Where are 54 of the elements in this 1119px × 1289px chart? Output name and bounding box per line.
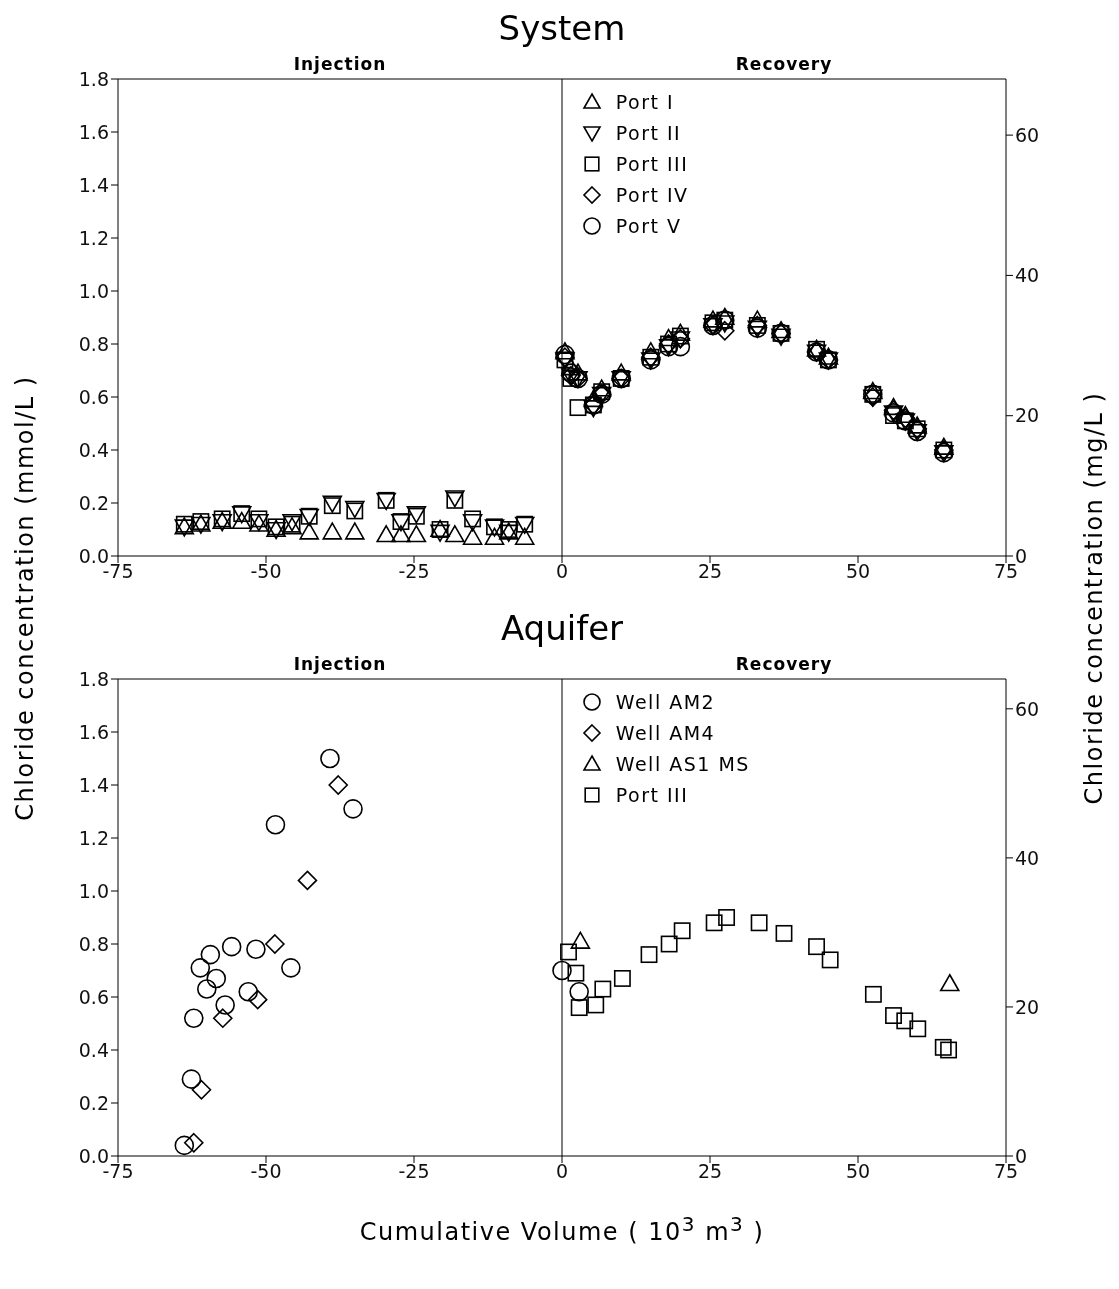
y-tick-label: 1.2 — [78, 226, 109, 249]
legend-label: Well AM4 — [615, 721, 716, 744]
y2-axis-title: Chloride concentration (mg/L ) — [1080, 391, 1109, 805]
y2-tick-label: 60 — [1015, 123, 1040, 146]
x-tick-label: 0 — [555, 560, 569, 583]
x-tick-label: 25 — [697, 560, 723, 583]
legend-label: Port IV — [615, 183, 689, 206]
x-tick-label: -25 — [398, 1160, 430, 1183]
y2-tick-label: 60 — [1015, 697, 1040, 720]
x-tick-label: 0 — [555, 1160, 569, 1183]
y-tick-label: 1.4 — [78, 173, 109, 196]
y-tick-label: 1.4 — [78, 773, 109, 796]
y-axis-title: Chloride concentration (mmol/L ) — [11, 375, 40, 821]
x-tick-label: 25 — [697, 1160, 723, 1183]
x-axis-title: Cumulative Volume ( 10$^{3}$ m$^{3}$ ) — [358, 1212, 766, 1246]
x-tick-label: 50 — [845, 1160, 871, 1183]
y-tick-label: 0.8 — [78, 932, 109, 955]
legend-label: Well AS1 MS — [615, 752, 750, 775]
y2-tick-label: 40 — [1015, 846, 1040, 869]
y-tick-label: 0.6 — [78, 385, 109, 408]
x-tick-label: 50 — [845, 560, 871, 583]
x-tick-label: -50 — [250, 560, 282, 583]
legend-label: Port III — [615, 152, 689, 175]
y2-tick-label: 0 — [1015, 1144, 1028, 1167]
legend-label: Port III — [615, 783, 689, 806]
legend-label: Port V — [615, 214, 682, 237]
legend-label: Port I — [615, 90, 675, 113]
y2-tick-label: 20 — [1015, 404, 1040, 427]
y-tick-label: 0.2 — [78, 1091, 109, 1114]
y-tick-label: 0.4 — [78, 1038, 109, 1061]
y2-tick-label: 0 — [1015, 544, 1028, 567]
chart-title: System — [497, 8, 627, 48]
y-tick-label: 1.8 — [78, 667, 109, 690]
text: Injection — [292, 54, 388, 74]
text: Recovery — [734, 54, 834, 74]
y-tick-label: 1.0 — [78, 879, 109, 902]
text: Injection — [292, 654, 388, 674]
y-tick-label: 0.2 — [78, 491, 109, 514]
y-tick-label: 0.6 — [78, 985, 109, 1008]
y-tick-label: 0.4 — [78, 438, 109, 461]
y-tick-label: 1.6 — [78, 720, 109, 743]
x-tick-label: -50 — [250, 1160, 282, 1183]
y-tick-label: 1.0 — [78, 279, 109, 302]
legend-label: Port II — [615, 121, 682, 144]
y2-tick-label: 40 — [1015, 264, 1040, 287]
y-tick-label: 0.8 — [78, 332, 109, 355]
chart-title: Aquifer — [499, 608, 625, 648]
y2-tick-label: 20 — [1015, 995, 1040, 1018]
y-tick-label: 1.2 — [78, 826, 109, 849]
legend-label: Well AM2 — [615, 690, 716, 713]
y-tick-label: 1.6 — [78, 120, 109, 143]
x-tick-label: -25 — [398, 560, 430, 583]
y-tick-label: 1.8 — [78, 67, 109, 90]
text: Recovery — [734, 654, 834, 674]
